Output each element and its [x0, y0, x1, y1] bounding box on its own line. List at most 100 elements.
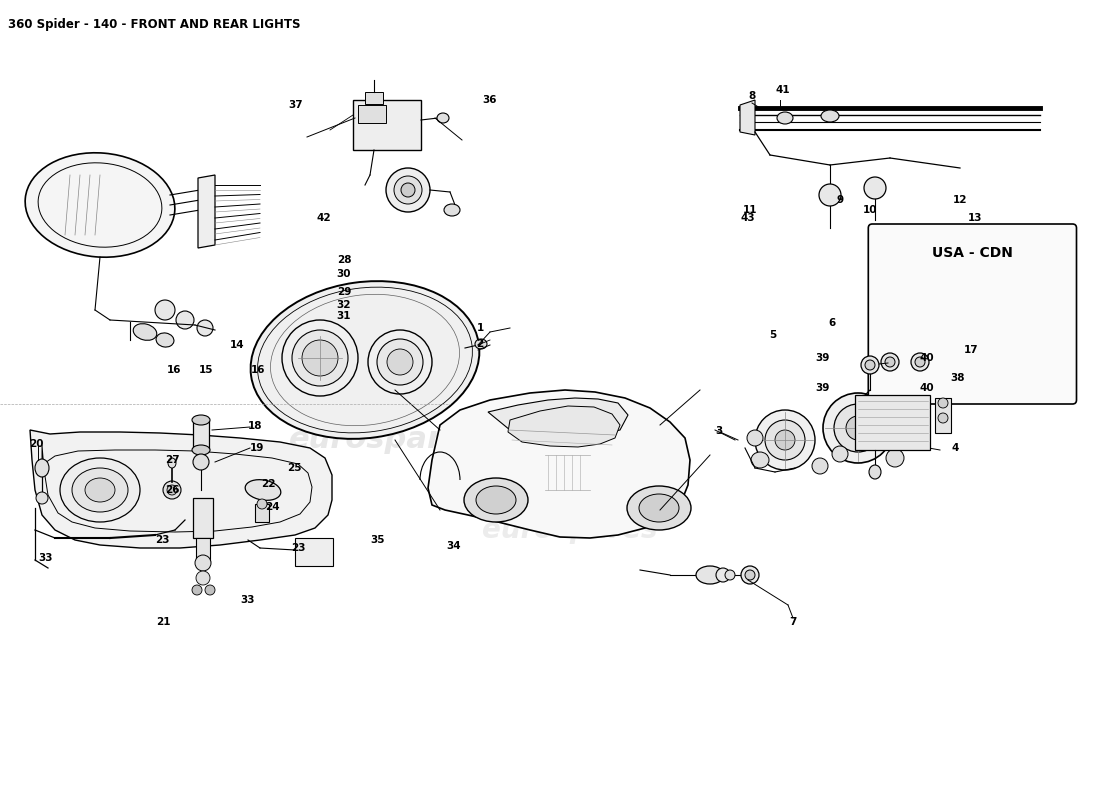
- Text: 40: 40: [920, 383, 934, 393]
- Text: 23: 23: [155, 535, 169, 545]
- Bar: [295, 538, 333, 566]
- Ellipse shape: [36, 492, 48, 504]
- Ellipse shape: [60, 458, 140, 522]
- Bar: [255, 504, 270, 522]
- Ellipse shape: [196, 571, 210, 585]
- Ellipse shape: [869, 465, 881, 479]
- Ellipse shape: [192, 454, 209, 470]
- Text: 8: 8: [748, 91, 756, 101]
- Ellipse shape: [886, 449, 904, 467]
- Ellipse shape: [764, 420, 805, 460]
- Ellipse shape: [85, 478, 116, 502]
- Text: 23: 23: [290, 543, 306, 553]
- Text: 12: 12: [953, 195, 967, 205]
- Ellipse shape: [755, 410, 815, 470]
- Ellipse shape: [751, 452, 769, 468]
- Text: 25: 25: [287, 463, 301, 473]
- Text: USA - CDN: USA - CDN: [932, 246, 1013, 260]
- Ellipse shape: [834, 404, 882, 452]
- Ellipse shape: [911, 353, 930, 371]
- Text: 19: 19: [250, 443, 264, 453]
- Ellipse shape: [846, 416, 870, 440]
- Ellipse shape: [747, 430, 763, 446]
- Ellipse shape: [832, 446, 848, 462]
- Ellipse shape: [716, 568, 730, 582]
- Ellipse shape: [821, 110, 839, 122]
- Ellipse shape: [386, 168, 430, 212]
- Polygon shape: [488, 398, 628, 437]
- Ellipse shape: [282, 320, 358, 396]
- Text: 7: 7: [790, 617, 796, 627]
- Text: 43: 43: [740, 213, 756, 223]
- Text: 14: 14: [230, 340, 244, 350]
- Bar: [358, 105, 386, 123]
- Ellipse shape: [394, 176, 422, 204]
- Ellipse shape: [437, 113, 449, 123]
- Text: 36: 36: [483, 95, 497, 105]
- Ellipse shape: [72, 468, 128, 512]
- Text: 42: 42: [317, 213, 331, 223]
- Ellipse shape: [245, 480, 280, 500]
- Ellipse shape: [192, 445, 210, 455]
- Bar: [855, 395, 930, 450]
- Ellipse shape: [168, 458, 176, 468]
- Ellipse shape: [302, 340, 338, 376]
- Text: 5: 5: [769, 330, 777, 340]
- Polygon shape: [30, 430, 332, 548]
- Ellipse shape: [35, 459, 50, 477]
- Ellipse shape: [820, 184, 842, 206]
- Ellipse shape: [865, 360, 874, 370]
- Text: 15: 15: [199, 365, 213, 375]
- Text: 2: 2: [476, 339, 484, 349]
- Polygon shape: [508, 406, 620, 447]
- Text: 16: 16: [251, 365, 265, 375]
- Ellipse shape: [377, 339, 424, 385]
- Text: 28: 28: [337, 255, 351, 265]
- Ellipse shape: [776, 430, 795, 450]
- Text: 21: 21: [156, 617, 170, 627]
- Ellipse shape: [464, 478, 528, 522]
- Text: 1: 1: [476, 323, 484, 333]
- Ellipse shape: [167, 485, 177, 495]
- Ellipse shape: [192, 585, 202, 595]
- Ellipse shape: [155, 300, 175, 320]
- Text: 29: 29: [337, 287, 351, 297]
- Text: 33: 33: [39, 553, 53, 563]
- Text: 16: 16: [167, 365, 182, 375]
- Ellipse shape: [812, 458, 828, 474]
- Text: 37: 37: [288, 100, 304, 110]
- Ellipse shape: [292, 330, 348, 386]
- Ellipse shape: [257, 499, 267, 509]
- Ellipse shape: [368, 330, 432, 394]
- Text: eurospares: eurospares: [288, 426, 482, 454]
- Text: 9: 9: [836, 195, 844, 205]
- Text: 35: 35: [371, 535, 385, 545]
- Text: eurostores: eurostores: [485, 476, 654, 504]
- Ellipse shape: [886, 357, 895, 367]
- Ellipse shape: [163, 481, 182, 499]
- Ellipse shape: [25, 153, 175, 258]
- Ellipse shape: [195, 555, 211, 571]
- Ellipse shape: [823, 393, 893, 463]
- Ellipse shape: [696, 566, 724, 584]
- Polygon shape: [428, 390, 690, 538]
- Polygon shape: [740, 100, 755, 135]
- Ellipse shape: [444, 204, 460, 216]
- Bar: [935, 398, 952, 433]
- Ellipse shape: [156, 333, 174, 347]
- Text: 24: 24: [265, 502, 279, 512]
- Ellipse shape: [402, 183, 415, 197]
- Ellipse shape: [475, 339, 487, 349]
- Text: 10: 10: [862, 205, 878, 215]
- Ellipse shape: [861, 356, 879, 374]
- Polygon shape: [198, 175, 214, 248]
- Ellipse shape: [881, 353, 899, 371]
- Bar: [196, 538, 210, 563]
- Text: 34: 34: [447, 541, 461, 551]
- Text: 11: 11: [742, 205, 757, 215]
- Text: 6: 6: [828, 318, 836, 328]
- Ellipse shape: [938, 398, 948, 408]
- Ellipse shape: [192, 415, 210, 425]
- Text: 39: 39: [816, 353, 831, 363]
- Bar: [192, 420, 209, 450]
